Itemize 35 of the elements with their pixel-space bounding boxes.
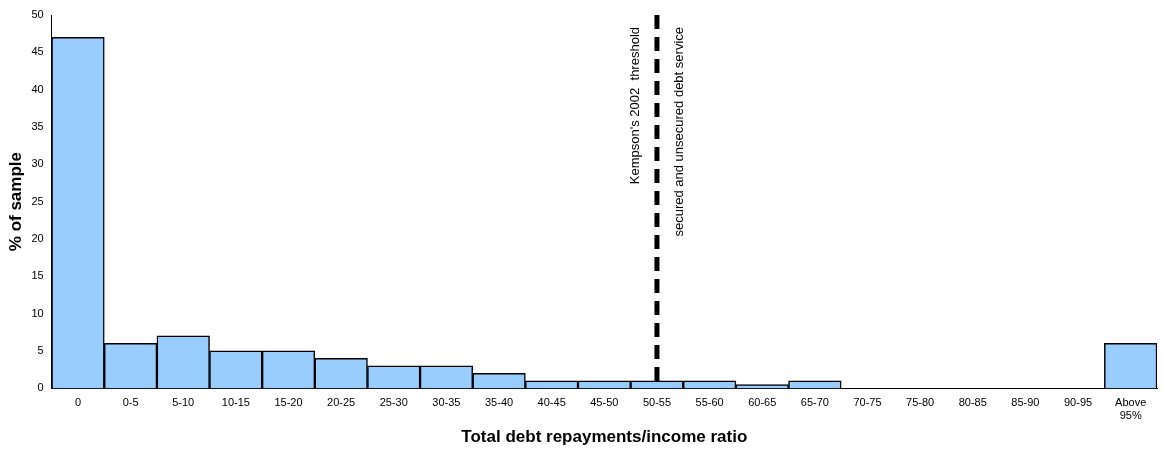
- x-tick-label: 85-90: [1011, 395, 1040, 408]
- y-tick-label: 50: [31, 8, 44, 21]
- x-tick-label: 90-95: [1063, 395, 1093, 408]
- x-tick-label: 50-55: [642, 395, 672, 408]
- y-tick-label: 5: [37, 343, 44, 356]
- y-tick-label: 10: [31, 306, 44, 319]
- y-tick-label: 45: [31, 45, 44, 58]
- y-tick-label: 25: [31, 194, 44, 207]
- x-tick-label: 40-45: [537, 395, 566, 408]
- x-tick-label: 65-70: [800, 395, 829, 408]
- y-tick-label: 30: [31, 157, 44, 170]
- x-tick-label: 25-30: [379, 395, 408, 408]
- x-tick-label: 20-25: [327, 395, 356, 408]
- x-tick-label: Above 95%: [1115, 395, 1147, 422]
- x-tick-label: 0: [74, 395, 82, 408]
- x-tick-label: 10-15: [221, 395, 250, 408]
- y-tick-label: 35: [31, 119, 44, 132]
- x-tick-label: 30-35: [432, 395, 461, 408]
- x-tick-label: 80-85: [958, 395, 987, 408]
- y-tick-label: 0: [37, 381, 44, 394]
- x-tick-label: 35-40: [484, 395, 514, 408]
- x-tick-label: 70-75: [853, 395, 882, 408]
- x-tick-label: 45-50: [590, 395, 619, 408]
- x-tick-label: 55-60: [695, 395, 724, 408]
- x-tick-label: 75-80: [906, 395, 935, 408]
- y-axis-title: % of sample: [5, 152, 25, 252]
- text: Kempson's 2002 threshold secured and unsecured debt service: [626, 27, 686, 237]
- x-tick-label: 0-5: [122, 395, 139, 408]
- y-tick-label: 15: [31, 269, 44, 282]
- x-tick-label: 15-20: [274, 395, 303, 408]
- y-tick-label: 40: [31, 82, 44, 95]
- y-tick-label: 20: [31, 231, 44, 244]
- x-axis-title: Total debt repayments/income ratio: [461, 427, 748, 447]
- x-tick-label: 5-10: [172, 395, 195, 408]
- x-tick-label: 60-65: [748, 395, 777, 408]
